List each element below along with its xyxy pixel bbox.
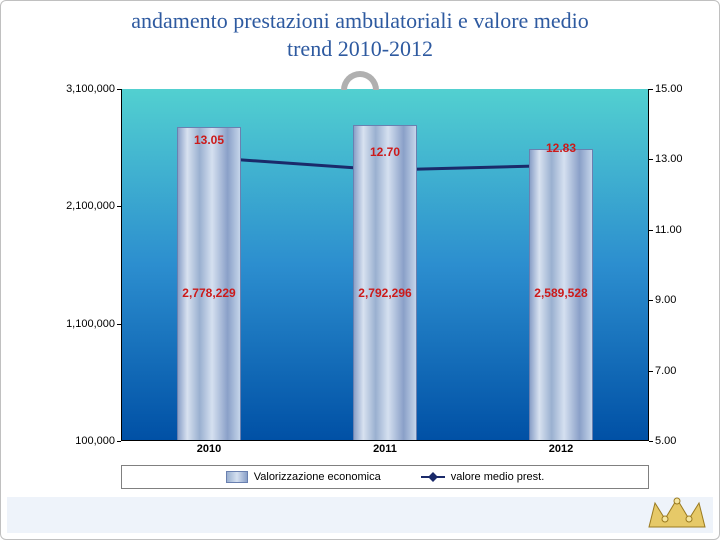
slide: andamento prestazioni ambulatoriali e va… [0, 0, 720, 540]
x-axis: 2010 2011 2012 [121, 441, 649, 461]
y-left-tick-label: 2,100,000 [66, 200, 115, 212]
y-left-tick-label: 100,000 [75, 435, 115, 447]
legend: Valorizzazione economica valore medio pr… [121, 465, 649, 489]
y-right-tick-label: 15.00 [655, 83, 683, 95]
axis-line-left [121, 89, 122, 441]
bar [353, 125, 417, 441]
crown-icon [647, 497, 707, 529]
footer-strip [7, 497, 713, 533]
legend-swatch-bar [226, 471, 248, 483]
bar-value-label: 2,589,528 [511, 286, 611, 300]
legend-item-bar: Valorizzazione economica [226, 471, 381, 483]
chart: 2,778,229 2,792,296 2,589,528 13.05 12.70 12.… [51, 89, 699, 489]
legend-label-line: valore medio prest. [451, 471, 545, 483]
legend-item-line: valore medio prest. [421, 471, 545, 483]
legend-swatch-line [421, 472, 445, 482]
decorative-ring [341, 71, 379, 90]
page-title: andamento prestazioni ambulatoriali e va… [1, 1, 719, 64]
y-right-tick-label: 13.00 [655, 153, 683, 165]
y-right-tick-label: 9.00 [655, 294, 676, 306]
bar-value-label: 2,792,296 [335, 286, 435, 300]
x-tick-label: 2011 [373, 443, 397, 455]
y-axis-left: 100,0001,100,0002,100,0003,100,000 [51, 89, 121, 441]
legend-label-bar: Valorizzazione economica [254, 471, 381, 483]
line-value-label: 12.70 [370, 145, 400, 159]
line-value-label: 12.83 [546, 141, 576, 155]
x-tick-label: 2010 [197, 443, 221, 455]
x-tick-label: 2012 [549, 443, 573, 455]
bar [177, 127, 241, 441]
axis-line-right [648, 89, 649, 441]
y-left-tick-label: 3,100,000 [66, 83, 115, 95]
line-value-label: 13.05 [194, 133, 224, 147]
y-right-tick-label: 7.00 [655, 365, 676, 377]
y-right-tick-label: 11.00 [655, 224, 682, 236]
y-axis-right: 5.007.009.0011.0013.0015.00 [649, 89, 699, 441]
y-right-tick-label: 5.00 [655, 435, 676, 447]
title-line-2: trend 2010-2012 [287, 36, 433, 61]
title-line-1: andamento prestazioni ambulatoriali e va… [131, 8, 589, 33]
bar-value-label: 2,778,229 [159, 286, 259, 300]
y-left-tick-label: 1,100,000 [66, 318, 115, 330]
plot-area: 2,778,229 2,792,296 2,589,528 13.05 12.70 12.… [121, 89, 649, 441]
